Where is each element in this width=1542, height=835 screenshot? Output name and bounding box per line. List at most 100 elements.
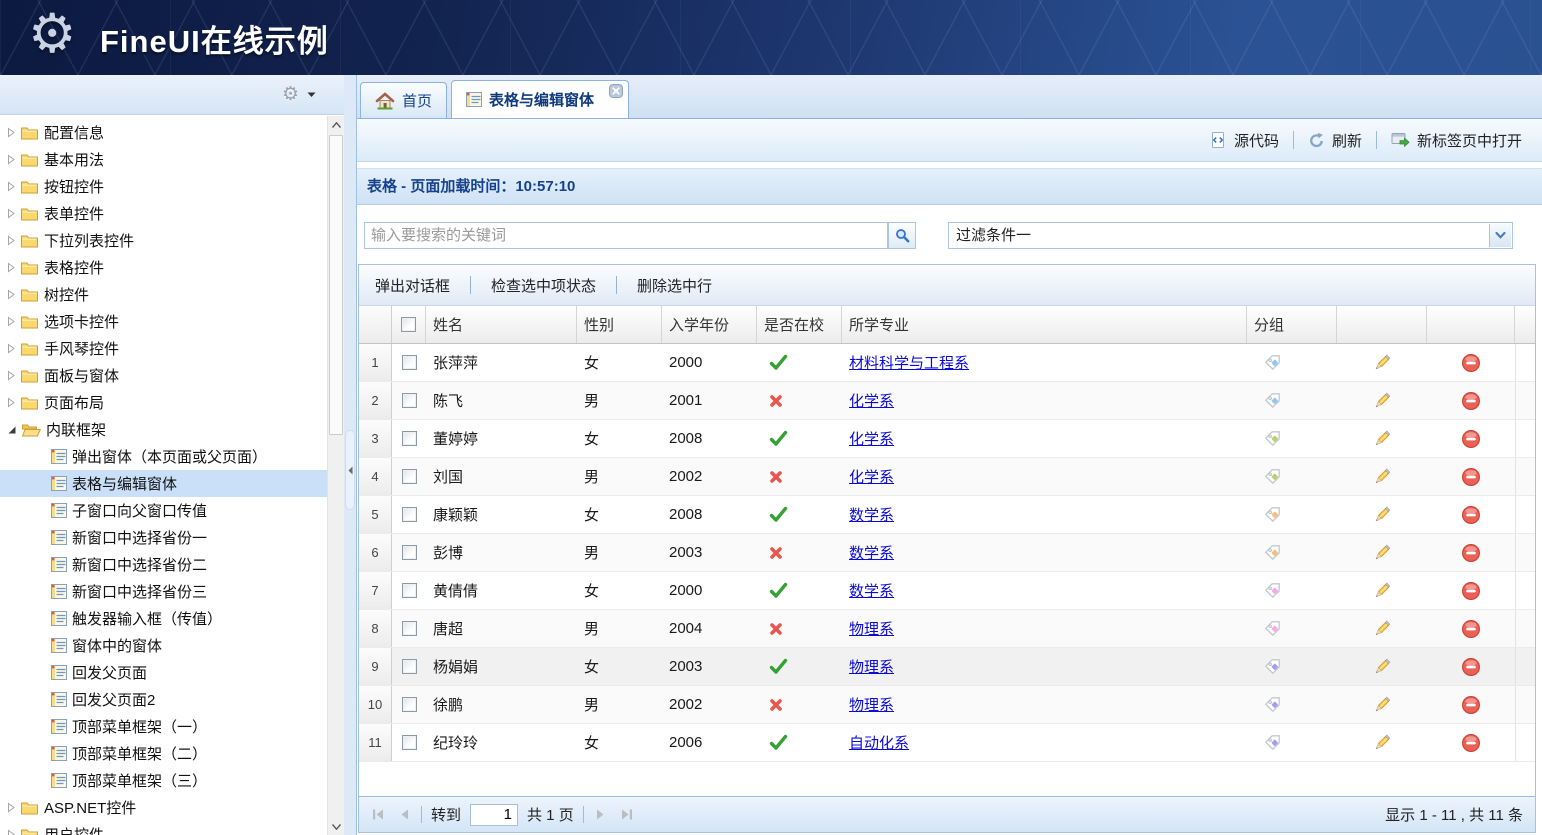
tree-leaf-item[interactable]: 新窗口中选择省份三 xyxy=(0,578,327,605)
sidebar-splitter[interactable] xyxy=(344,75,356,835)
header-year[interactable]: 入学年份 xyxy=(662,306,757,343)
row-checkbox[interactable] xyxy=(401,659,417,674)
header-major[interactable]: 所学专业 xyxy=(842,306,1247,343)
group-tag-icon[interactable] xyxy=(1263,657,1282,676)
filter-dropdown[interactable]: 过滤条件一 xyxy=(948,222,1513,249)
table-row[interactable]: 3 董婷婷 女 2008 化学系 xyxy=(359,420,1535,458)
dropdown-caret-icon[interactable] xyxy=(307,92,316,98)
expander-collapsed-icon[interactable] xyxy=(7,127,16,138)
last-page-button[interactable] xyxy=(618,806,636,823)
delete-icon[interactable] xyxy=(1461,695,1481,715)
tree-folder-item[interactable]: 下拉列表控件 xyxy=(0,227,327,254)
group-tag-icon[interactable] xyxy=(1263,467,1282,486)
table-row[interactable]: 4 刘国 男 2002 化学系 xyxy=(359,458,1535,496)
refresh-button[interactable]: 刷新 xyxy=(1306,126,1364,155)
delete-icon[interactable] xyxy=(1461,353,1481,373)
table-row[interactable]: 5 康颖颖 女 2008 数学系 xyxy=(359,496,1535,534)
collapse-sidebar-handle[interactable] xyxy=(345,430,355,510)
delete-icon[interactable] xyxy=(1461,391,1481,411)
expander-collapsed-icon[interactable] xyxy=(7,235,16,246)
edit-icon[interactable] xyxy=(1372,543,1392,563)
major-link[interactable]: 化学系 xyxy=(849,469,895,486)
delete-icon[interactable] xyxy=(1461,543,1481,563)
table-row[interactable]: 9 杨娟娟 女 2003 物理系 xyxy=(359,648,1535,686)
check-selected-button[interactable]: 检查选中项状态 xyxy=(491,277,597,295)
group-tag-icon[interactable] xyxy=(1263,429,1282,448)
edit-icon[interactable] xyxy=(1372,391,1392,411)
tree-leaf-item[interactable]: 回发父页面2 xyxy=(0,686,327,713)
expander-collapsed-icon[interactable] xyxy=(7,343,16,354)
edit-icon[interactable] xyxy=(1372,467,1392,487)
filter-dropdown-arrow[interactable] xyxy=(1489,224,1511,247)
tree-leaf-item[interactable]: 顶部菜单框架（一） xyxy=(0,713,327,740)
expander-collapsed-icon[interactable] xyxy=(7,316,16,327)
tree-folder-item[interactable]: 表单控件 xyxy=(0,200,327,227)
edit-icon[interactable] xyxy=(1372,733,1392,753)
group-tag-icon[interactable] xyxy=(1263,391,1282,410)
tree-folder-item[interactable]: 用户控件 xyxy=(0,821,327,835)
scrollbar-thumb[interactable] xyxy=(329,135,343,435)
tab-close-button[interactable] xyxy=(609,84,624,102)
table-row[interactable]: 11 纪玲玲 女 2006 自动化系 xyxy=(359,724,1535,762)
group-tag-icon[interactable] xyxy=(1263,581,1282,600)
tree-folder-item[interactable]: 配置信息 xyxy=(0,119,327,146)
first-page-button[interactable] xyxy=(369,806,387,823)
group-tag-icon[interactable] xyxy=(1263,619,1282,638)
expander-collapsed-icon[interactable] xyxy=(7,181,16,192)
table-row[interactable]: 2 陈飞 男 2001 化学系 xyxy=(359,382,1535,420)
group-tag-icon[interactable] xyxy=(1263,733,1282,752)
tree-leaf-item[interactable]: 顶部菜单框架（二） xyxy=(0,740,327,767)
row-checkbox[interactable] xyxy=(401,507,417,522)
delete-icon[interactable] xyxy=(1461,619,1481,639)
major-link[interactable]: 化学系 xyxy=(849,431,895,448)
header-group[interactable]: 分组 xyxy=(1247,306,1337,343)
select-all-checkbox[interactable] xyxy=(401,317,416,332)
row-checkbox[interactable] xyxy=(401,583,417,598)
tree-leaf-item[interactable]: 回发父页面 xyxy=(0,659,327,686)
tree-folder-item[interactable]: 页面布局 xyxy=(0,389,327,416)
major-link[interactable]: 物理系 xyxy=(849,621,895,638)
open-dialog-button[interactable]: 弹出对话框 xyxy=(375,277,451,295)
search-input[interactable] xyxy=(364,222,888,249)
expander-collapsed-icon[interactable] xyxy=(7,208,16,219)
scroll-down-icon[interactable] xyxy=(328,818,345,835)
delete-icon[interactable] xyxy=(1461,581,1481,601)
tree-folder-item[interactable]: 手风琴控件 xyxy=(0,335,327,362)
prev-page-button[interactable] xyxy=(396,806,412,823)
tree-leaf-item[interactable]: 顶部菜单框架（三） xyxy=(0,767,327,794)
expander-collapsed-icon[interactable] xyxy=(7,829,16,835)
major-link[interactable]: 材料科学与工程系 xyxy=(849,355,970,372)
group-tag-icon[interactable] xyxy=(1263,505,1282,524)
delete-icon[interactable] xyxy=(1461,429,1481,449)
row-checkbox[interactable] xyxy=(401,431,417,446)
expander-collapsed-icon[interactable] xyxy=(7,397,16,408)
tree-folder-item[interactable]: 面板与窗体 xyxy=(0,362,327,389)
tree-leaf-item[interactable]: 子窗口向父窗口传值 xyxy=(0,497,327,524)
tree-leaf-item[interactable]: 表格与编辑窗体 xyxy=(0,470,327,497)
expander-collapsed-icon[interactable] xyxy=(7,154,16,165)
table-row[interactable]: 1 张萍萍 女 2000 材料科学与工程系 xyxy=(359,344,1535,382)
expander-expanded-icon[interactable] xyxy=(7,425,17,435)
search-button[interactable] xyxy=(888,222,916,249)
tab-grid-edit-window[interactable]: 表格与编辑窗体 xyxy=(451,80,630,118)
row-checkbox[interactable] xyxy=(401,469,417,484)
edit-icon[interactable] xyxy=(1372,581,1392,601)
expander-collapsed-icon[interactable] xyxy=(7,370,16,381)
expander-collapsed-icon[interactable] xyxy=(7,289,16,300)
tree-folder-item[interactable]: 选项卡控件 xyxy=(0,308,327,335)
row-checkbox[interactable] xyxy=(401,355,417,370)
sidebar-scrollbar[interactable] xyxy=(327,116,345,835)
expander-collapsed-icon[interactable] xyxy=(7,262,16,273)
edit-icon[interactable] xyxy=(1372,353,1392,373)
tree-folder-item[interactable]: ASP.NET控件 xyxy=(0,794,327,821)
expander-collapsed-icon[interactable] xyxy=(7,802,16,813)
tree-folder-item[interactable]: 按钮控件 xyxy=(0,173,327,200)
scroll-up-icon[interactable] xyxy=(328,116,345,133)
tree-leaf-item[interactable]: 新窗口中选择省份一 xyxy=(0,524,327,551)
delete-icon[interactable] xyxy=(1461,657,1481,677)
table-row[interactable]: 8 唐超 男 2004 物理系 xyxy=(359,610,1535,648)
edit-icon[interactable] xyxy=(1372,505,1392,525)
edit-icon[interactable] xyxy=(1372,429,1392,449)
edit-icon[interactable] xyxy=(1372,619,1392,639)
group-tag-icon[interactable] xyxy=(1263,353,1282,372)
